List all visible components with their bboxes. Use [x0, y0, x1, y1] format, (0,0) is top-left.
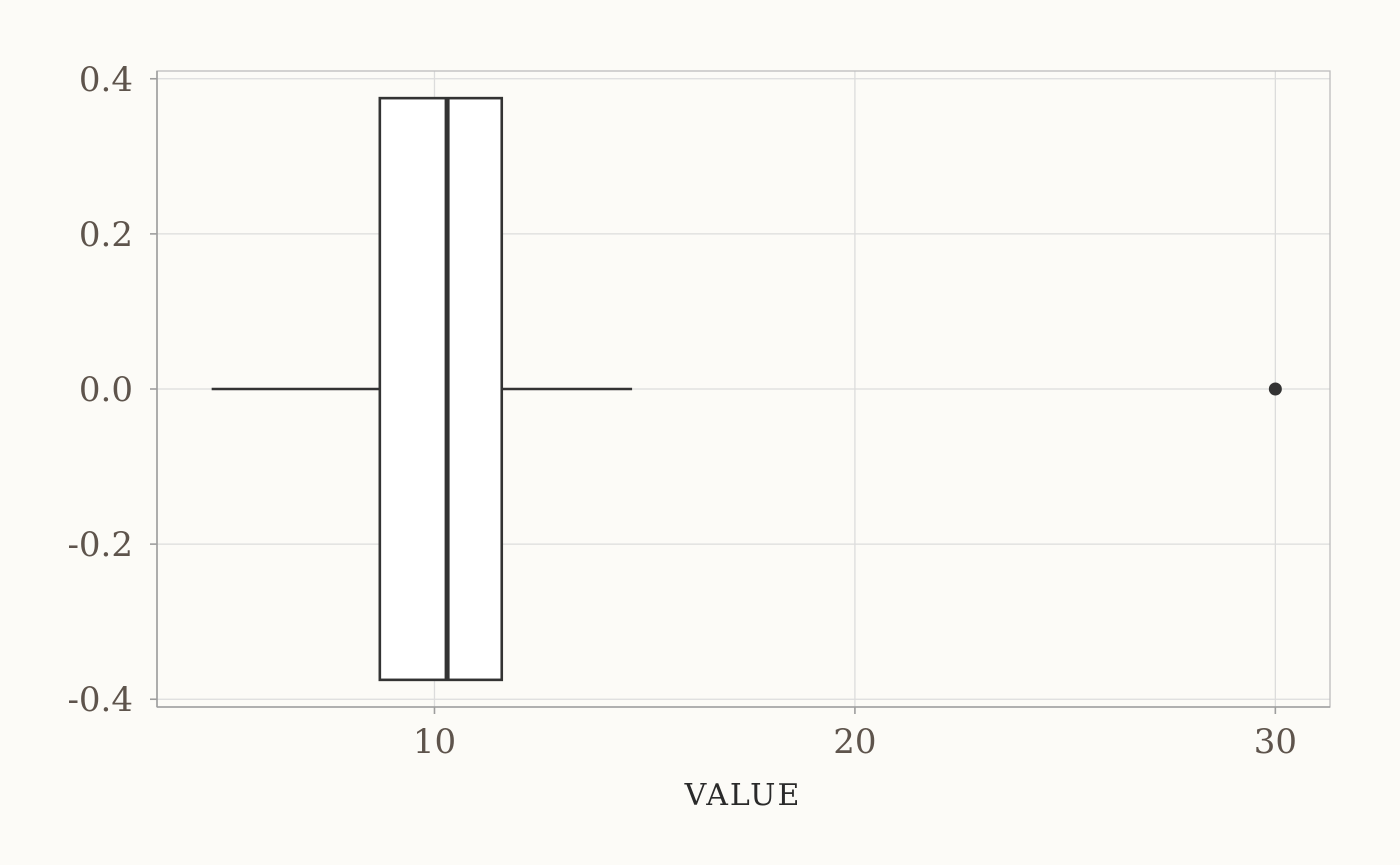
x-tick-label: 10 [413, 722, 456, 762]
iqr-box [378, 96, 504, 682]
outlier-point [1268, 382, 1282, 396]
x-tick-label: 30 [1254, 722, 1297, 762]
y-tick-label: 0.2 [79, 215, 133, 255]
y-tick-label: 0.4 [79, 60, 133, 100]
x-tick-label: 20 [833, 722, 876, 762]
box-layer [211, 96, 1282, 682]
y-tick-label: 0.0 [79, 370, 133, 410]
y-tick-label: -0.4 [67, 680, 133, 720]
y-tick-label: -0.2 [67, 525, 133, 565]
x-axis-title: VALUE [684, 778, 802, 813]
ticks-layer: 10 20 30 -0.4 -0.2 0.0 0.2 0.4 [67, 60, 1297, 762]
